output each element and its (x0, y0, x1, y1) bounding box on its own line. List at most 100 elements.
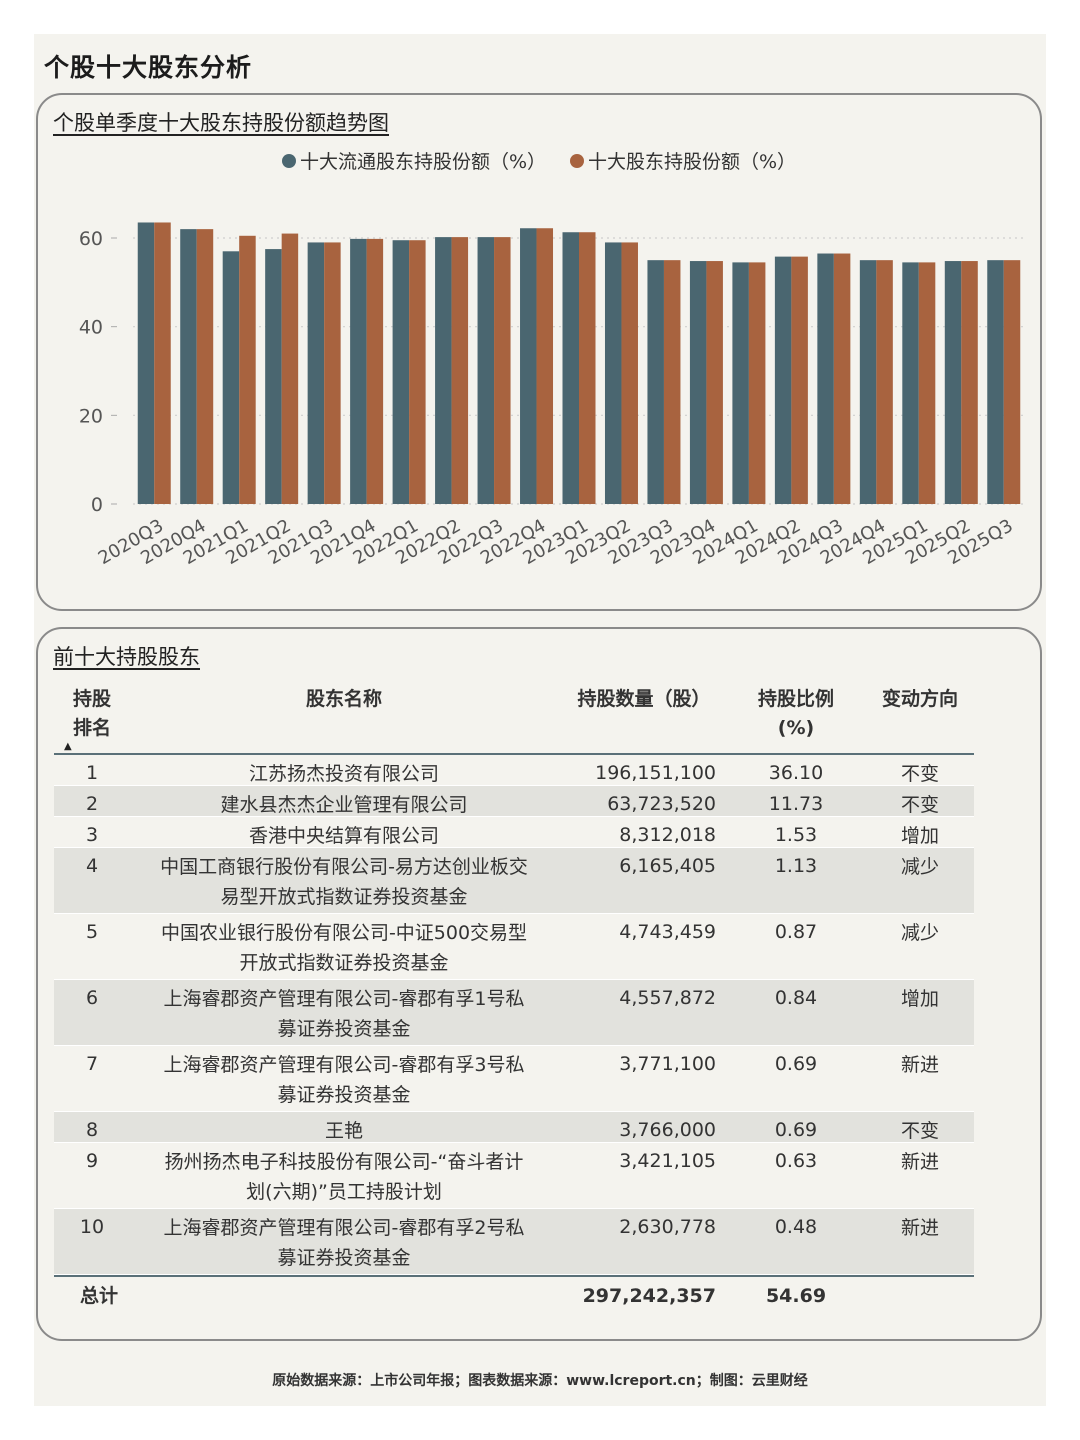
bar-series2-2021Q2[interactable] (281, 233, 299, 505)
cell-shares: 3,421,105 (619, 1150, 716, 1172)
bar-series2-2023Q1[interactable] (579, 232, 596, 504)
bar-series2-2025Q2[interactable] (961, 261, 978, 504)
cell-direction: 新进 (900, 1151, 939, 1173)
bar-series1-2022Q4[interactable] (520, 228, 537, 504)
bar-series1-2021Q1[interactable] (222, 251, 240, 504)
bar-series2-2025Q3[interactable] (1003, 260, 1021, 504)
y-tick-label: 0 (91, 494, 103, 516)
bar-series1-2022Q2[interactable] (435, 237, 452, 504)
bar-series2-2024Q4[interactable] (876, 260, 893, 504)
table-row[interactable]: 4 中国工商银行股份有限公司-易方达创业板交 易型开放式指数证券投资基金 6,165,… (54, 848, 974, 914)
chart-legend: 十大流通股东持股份额（%） 十大股东持股份额（%） (38, 147, 1040, 174)
bar-series2-2021Q1[interactable] (239, 235, 256, 505)
cell-ratio: 36.10 (768, 762, 824, 784)
bar-series1-2020Q3[interactable] (137, 222, 155, 504)
cell-name: 上海睿郡资产管理有限公司-睿郡有孚3号私 募证券投资基金 (134, 1050, 554, 1110)
cell-rank: 4 (85, 855, 99, 877)
bar-series1-2024Q2[interactable] (774, 256, 792, 504)
sort-ascending-icon[interactable]: ▲ (64, 741, 72, 752)
total-ratio: 54.69 (765, 1285, 827, 1307)
cell-name-line: 扬州扬杰电子科技股份有限公司-“奋斗者计 (164, 1151, 524, 1173)
bar-series1-2024Q3[interactable] (817, 253, 834, 504)
table-row[interactable]: 9 扬州扬杰电子科技股份有限公司-“奋斗者计 划(六期)”员工持股计划 3,421,1… (54, 1143, 974, 1209)
bar-series2-2022Q3[interactable] (494, 237, 511, 504)
cell-ratio: 0.84 (774, 987, 818, 1009)
bar-series1-2023Q4[interactable] (689, 261, 707, 504)
bar-series1-2020Q4[interactable] (180, 229, 197, 504)
cell-rank: 10 (79, 1216, 105, 1238)
cell-name: 王艳 (134, 1116, 554, 1146)
legend-item-series1: 十大流通股东持股份额（%） (281, 147, 546, 174)
bar-series1-2022Q3[interactable] (477, 237, 495, 504)
bar-series2-2023Q3[interactable] (663, 260, 681, 504)
cell-rank: 7 (85, 1053, 99, 1075)
table-row[interactable]: 1 江苏扬杰投资有限公司 196,151,100 36.10 不变 (54, 755, 974, 786)
bar-series2-2023Q4[interactable] (706, 261, 723, 504)
chart-card: 个股单季度十大股东持股份额趋势图 十大流通股东持股份额（%） 十大股东持股份额（… (36, 93, 1042, 611)
table-total-row: 总计 297,242,357 54.69 (54, 1275, 974, 1313)
shareholder-table: 持股 排名 ▲ 股东名称 持股数量（股） 持股比例 (%) 变动方向 1 江苏扬杰… (54, 677, 974, 1313)
bar-series1-2023Q1[interactable] (562, 232, 580, 504)
cell-rank: 2 (85, 793, 99, 815)
bar-series1-2024Q1[interactable] (732, 262, 749, 504)
bar-series1-2021Q3[interactable] (307, 242, 325, 504)
cell-rank: 5 (85, 921, 99, 943)
bar-series2-2022Q4[interactable] (536, 228, 554, 504)
cell-rank: 6 (85, 987, 99, 1009)
table-card: 前十大持股股东 持股 排名 ▲ 股东名称 持股数量（股） 持股比例 (%) 变动… (36, 627, 1042, 1341)
cell-shares: 6,165,405 (619, 855, 716, 877)
cell-name: 上海睿郡资产管理有限公司-睿郡有孚2号私 募证券投资基金 (134, 1213, 554, 1273)
cell-shares: 8,312,018 (619, 824, 716, 846)
header-shares[interactable]: 持股数量（股） (577, 688, 711, 710)
bar-series2-2020Q3[interactable] (154, 222, 171, 504)
bar-series2-2024Q3[interactable] (833, 253, 851, 504)
table-row[interactable]: 2 建水县杰杰企业管理有限公司 63,723,520 11.73 不变 (54, 786, 974, 817)
bar-series2-2023Q2[interactable] (621, 242, 638, 504)
table-row[interactable]: 5 中国农业银行股份有限公司-中证500交易型 开放式指数证券投资基金 4,743,4… (54, 914, 974, 980)
cell-rank: 9 (85, 1150, 99, 1172)
bar-series2-2022Q2[interactable] (451, 237, 469, 504)
header-rank[interactable]: 持股 排名 (54, 685, 130, 743)
header-direction[interactable]: 变动方向 (881, 688, 958, 710)
table-row[interactable]: 3 香港中央结算有限公司 8,312,018 1.53 增加 (54, 817, 974, 848)
bar-series1-2022Q1[interactable] (392, 240, 410, 504)
bar-series2-2022Q1[interactable] (409, 240, 426, 504)
bar-series2-2024Q1[interactable] (748, 262, 766, 504)
bar-series2-2025Q1[interactable] (918, 262, 936, 504)
total-label: 总计 (79, 1285, 118, 1307)
page-title: 个股十大股东分析 (44, 53, 253, 82)
bar-series1-2023Q3[interactable] (647, 260, 664, 504)
bar-series1-2025Q2[interactable] (944, 261, 962, 504)
bar-series2-2021Q3[interactable] (324, 242, 341, 504)
table-row[interactable]: 6 上海睿郡资产管理有限公司-睿郡有孚1号私 募证券投资基金 4,557,872 0.8… (54, 980, 974, 1046)
cell-direction: 不变 (900, 794, 939, 816)
bar-series2-2021Q4[interactable] (366, 238, 384, 505)
cell-name: 中国工商银行股份有限公司-易方达创业板交 易型开放式指数证券投资基金 (134, 852, 554, 912)
cell-ratio: 1.53 (774, 824, 818, 846)
legend-label-series1: 十大流通股东持股份额（%） (299, 151, 546, 173)
y-tick-label: 20 (79, 405, 103, 427)
table-row[interactable]: 8 王艳 3,766,000 0.69 不变 (54, 1112, 974, 1143)
bar-series1-2023Q2[interactable] (604, 242, 622, 504)
cell-name: 扬州扬杰电子科技股份有限公司-“奋斗者计 划(六期)”员工持股计划 (134, 1147, 554, 1207)
header-rank-line1: 持股 (72, 688, 111, 710)
cell-name-line: 中国农业银行股份有限公司-中证500交易型 (160, 922, 528, 944)
table-row[interactable]: 10 上海睿郡资产管理有限公司-睿郡有孚2号私 募证券投资基金 2,630,778 0.… (54, 1209, 974, 1275)
cell-name-line: 募证券投资基金 (277, 1084, 411, 1106)
bar-series1-2025Q3[interactable] (987, 260, 1004, 504)
bar-series2-2024Q2[interactable] (791, 256, 808, 504)
cell-shares: 4,557,872 (619, 987, 716, 1009)
bar-series1-2021Q2[interactable] (265, 249, 282, 504)
cell-name-line: 建水县杰杰企业管理有限公司 (220, 794, 468, 816)
cell-ratio: 0.69 (774, 1119, 818, 1141)
cell-name-line: 上海睿郡资产管理有限公司-睿郡有孚1号私 (163, 988, 525, 1010)
bar-series2-2020Q4[interactable] (196, 229, 214, 504)
cell-name: 江苏扬杰投资有限公司 (134, 759, 554, 789)
bar-series1-2024Q4[interactable] (859, 260, 877, 504)
cell-shares: 2,630,778 (619, 1216, 716, 1238)
bar-series1-2021Q4[interactable] (350, 238, 367, 505)
header-name[interactable]: 股东名称 (305, 688, 382, 710)
bar-series1-2025Q1[interactable] (902, 262, 919, 504)
header-ratio[interactable]: 持股比例 (%) (736, 685, 856, 743)
table-row[interactable]: 7 上海睿郡资产管理有限公司-睿郡有孚3号私 募证券投资基金 3,771,100 0.6… (54, 1046, 974, 1112)
